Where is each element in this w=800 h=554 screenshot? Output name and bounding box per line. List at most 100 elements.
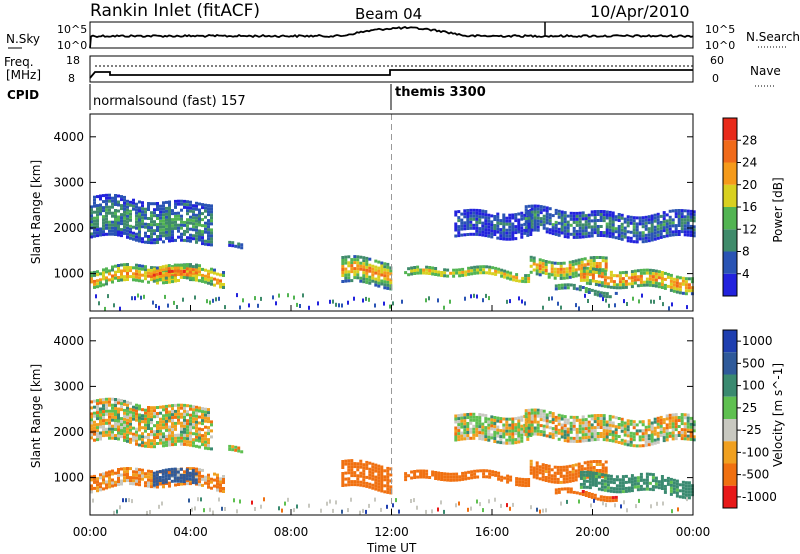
echo-pixel [168,224,171,228]
echo-pixel [180,436,183,440]
echo-pixel [530,219,534,223]
echo-pixel [587,222,591,226]
echo-pixel [186,221,189,225]
echo-pixel [594,268,598,271]
echo-pixel [629,221,633,225]
echo-pixel [191,469,195,473]
ground-scatter [386,504,388,509]
echo-pixel [173,263,177,267]
echo-pixel [368,281,372,285]
echo-pixel [593,219,597,223]
echo-pixel [443,268,447,272]
echo-pixel [593,417,597,421]
echo-pixel [617,225,621,228]
echo-pixel [612,286,616,290]
echo-pixel [578,235,582,239]
echo-pixel [102,478,105,482]
echo-pixel [581,424,585,428]
echo-pixel [186,239,189,243]
nave-tick-top: 60 [710,54,724,67]
echo-pixel [508,429,512,433]
echo-pixel [580,464,584,468]
echo-pixel [644,233,648,237]
echo-pixel [572,439,576,443]
ground-scatter [326,501,328,506]
echo-pixel [108,476,111,480]
echo-pixel [497,477,501,481]
echo-pixel [171,440,174,444]
echo-pixel [132,234,135,238]
echo-pixel [684,487,688,491]
ground-scatter [296,504,298,509]
echo-pixel [156,424,159,427]
echo-pixel [102,475,105,479]
echo-pixel [604,460,608,464]
echo-pixel [156,226,159,229]
echo-pixel [630,477,634,481]
echo-pixel [484,213,488,217]
echo-pixel [168,209,171,213]
echo-pixel [595,265,599,268]
colorbar-tick-label: -1000 [742,490,777,504]
echo-pixel [141,408,144,412]
echo-pixel [514,423,518,427]
echo-pixel [123,470,126,474]
echo-pixel [93,198,96,202]
echo-pixel [362,469,366,473]
echo-pixel [562,477,566,481]
echo-pixel [638,222,642,226]
echo-pixel [431,470,435,474]
echo-pixel [547,476,551,480]
echo-pixel [144,234,147,238]
echo-pixel [452,274,456,278]
echo-pixel [108,232,111,236]
echo-pixel [686,419,690,423]
echo-pixel [574,469,578,473]
echo-pixel [621,490,625,494]
echo-pixel [587,420,591,424]
echo-pixel [161,475,165,479]
echo-pixel [443,478,447,482]
echo-pixel [674,419,678,423]
echo-pixel [626,221,630,225]
echo-pixel [517,434,521,438]
echo-pixel [497,474,501,478]
echo-pixel [630,270,634,274]
echo-pixel [692,435,696,439]
echo-pixel [457,429,461,433]
echo-pixel [362,466,366,470]
echo-pixel [650,424,654,428]
echo-pixel [569,211,573,215]
echo-pixel [503,476,507,480]
ground-scatter [482,298,484,303]
colorbar-tick-label: -500 [742,468,769,482]
echo-pixel [605,222,609,226]
echo-pixel [368,263,372,267]
echo-pixel [653,219,657,223]
echo-pixel [380,267,384,271]
echo-pixel [642,283,646,287]
echo-pixel [572,226,576,230]
echo-pixel [188,267,192,271]
echo-pixel [123,479,126,483]
echo-pixel [135,226,138,230]
echo-pixel [204,407,207,411]
echo-pixel [183,482,186,486]
echo-pixel [502,237,506,241]
echo-pixel [529,255,533,259]
echo-pixel [605,435,609,439]
echo-pixel [539,409,543,413]
echo-pixel [90,406,93,410]
echo-pixel [605,496,609,500]
ground-scatter [548,296,550,301]
echo-pixel [623,430,627,434]
echo-pixel [177,403,180,407]
echo-pixel [168,212,171,216]
echo-pixel [472,232,476,236]
echo-pixel [161,277,165,281]
echo-pixel [183,415,186,419]
ground-scatter [113,303,115,308]
echo-pixel [584,226,588,230]
echo-pixel [475,430,479,434]
echo-pixel [198,208,201,212]
